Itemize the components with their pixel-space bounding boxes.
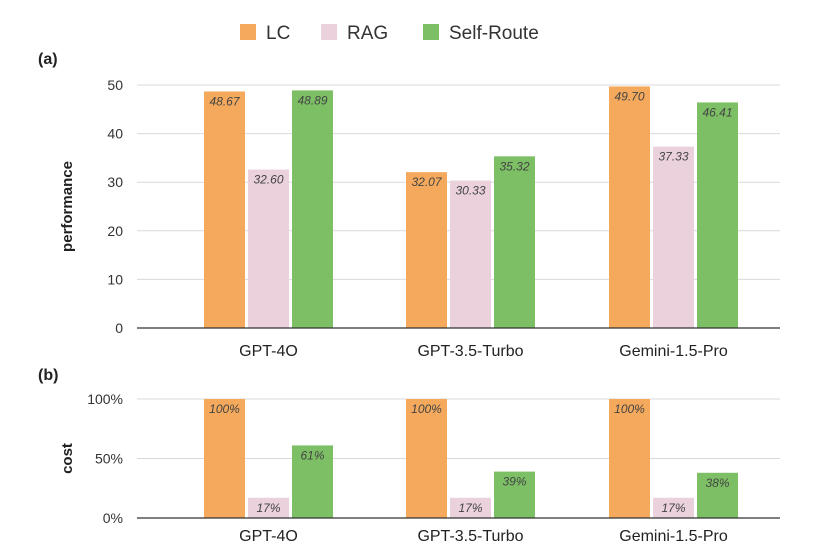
data-label-lc-gemini-1-5-pro: 49.70 [614, 89, 644, 103]
panel-label: (b) [38, 367, 58, 384]
x-category-label: GPT-4O [239, 528, 298, 545]
data-label-lc-gpt-4o: 100% [209, 402, 240, 416]
bar-rag-gpt-4o [248, 169, 289, 328]
y-tick-label: 30 [107, 174, 123, 190]
x-category-label: GPT-4O [239, 343, 298, 360]
legend-swatch-lc [240, 24, 256, 40]
data-label-rag-gemini-1-5-pro: 17% [661, 501, 685, 515]
data-label-self-route-gpt-4o: 48.89 [297, 93, 327, 107]
bar-self-route-gemini-1-5-pro [697, 102, 738, 328]
legend-swatch-self-route [423, 24, 439, 40]
data-label-rag-gpt-3-5-turbo: 30.33 [455, 184, 485, 198]
bar-lc-gpt-4o [204, 91, 245, 328]
y-tick-label: 100% [87, 391, 123, 407]
panel-a: (a) performance 0 10 20 30 40 50 48.67 32.07 49.70… [38, 51, 780, 360]
data-label-rag-gemini-1-5-pro: 37.33 [658, 150, 688, 164]
data-label-rag-gpt-3-5-turbo: 17% [458, 501, 482, 515]
legend: LC RAG Self-Route [240, 23, 539, 44]
y-tick-label: 0% [103, 510, 123, 526]
bar-lc-gemini-1-5-pro [609, 86, 650, 328]
y-axis-title: performance [59, 161, 76, 252]
bar-lc-gpt-3-5-turbo [406, 172, 447, 328]
x-category-label: GPT-3.5-Turbo [417, 343, 523, 360]
y-tick-label: 20 [107, 223, 123, 239]
bar-self-route-gpt-3-5-turbo [494, 156, 535, 328]
legend-label-lc: LC [266, 23, 290, 44]
y-tick-label: 10 [107, 271, 123, 287]
data-label-rag-gpt-4o: 32.60 [253, 173, 283, 187]
data-label-lc-gpt-3-5-turbo: 100% [411, 402, 442, 416]
legend-swatch-rag [321, 24, 337, 40]
y-tick-label: 0 [115, 320, 123, 336]
data-label-lc-gpt-4o: 48.67 [209, 94, 240, 108]
bar-rag-gpt-3-5-turbo [450, 497, 491, 518]
bar-lc-gpt-3-5-turbo [406, 399, 447, 518]
x-category-label: GPT-3.5-Turbo [417, 528, 523, 545]
data-label-self-route-gpt-3-5-turbo: 39% [502, 475, 526, 489]
legend-label-rag: RAG [347, 23, 388, 44]
x-category-label: Gemini-1.5-Pro [619, 528, 728, 545]
data-label-lc-gpt-3-5-turbo: 32.07 [411, 175, 442, 189]
bar-self-route-gpt-4o [292, 90, 333, 329]
y-tick-label: 50% [95, 451, 123, 467]
x-category-label: Gemini-1.5-Pro [619, 343, 728, 360]
bar-lc-gpt-4o [204, 399, 245, 518]
data-label-self-route-gemini-1-5-pro: 38% [705, 476, 729, 490]
bar-rag-gemini-1-5-pro [653, 146, 694, 328]
data-label-self-route-gemini-1-5-pro: 46.41 [702, 105, 732, 119]
bar-rag-gpt-4o [248, 497, 289, 518]
y-axis-title: cost [59, 443, 76, 474]
data-label-self-route-gpt-4o: 61% [300, 448, 324, 462]
data-label-self-route-gpt-3-5-turbo: 35.32 [499, 159, 529, 173]
bar-self-route-gpt-3-5-turbo [494, 471, 535, 518]
y-tick-label: 50 [107, 77, 123, 93]
bar-rag-gemini-1-5-pro [653, 497, 694, 518]
bar-self-route-gpt-4o [292, 445, 333, 518]
panel-label: (a) [38, 51, 58, 68]
data-label-lc-gemini-1-5-pro: 100% [614, 402, 645, 416]
panel-b: (b) cost 0% 50% 100% 100% 100% 100% 17% 17% 17% 61%… [38, 367, 780, 545]
bar-self-route-gemini-1-5-pro [697, 472, 738, 518]
legend-label-self-route: Self-Route [449, 23, 539, 44]
y-tick-label: 40 [107, 126, 123, 142]
data-label-rag-gpt-4o: 17% [256, 501, 280, 515]
bar-rag-gpt-3-5-turbo [450, 180, 491, 328]
bar-lc-gemini-1-5-pro [609, 399, 650, 518]
